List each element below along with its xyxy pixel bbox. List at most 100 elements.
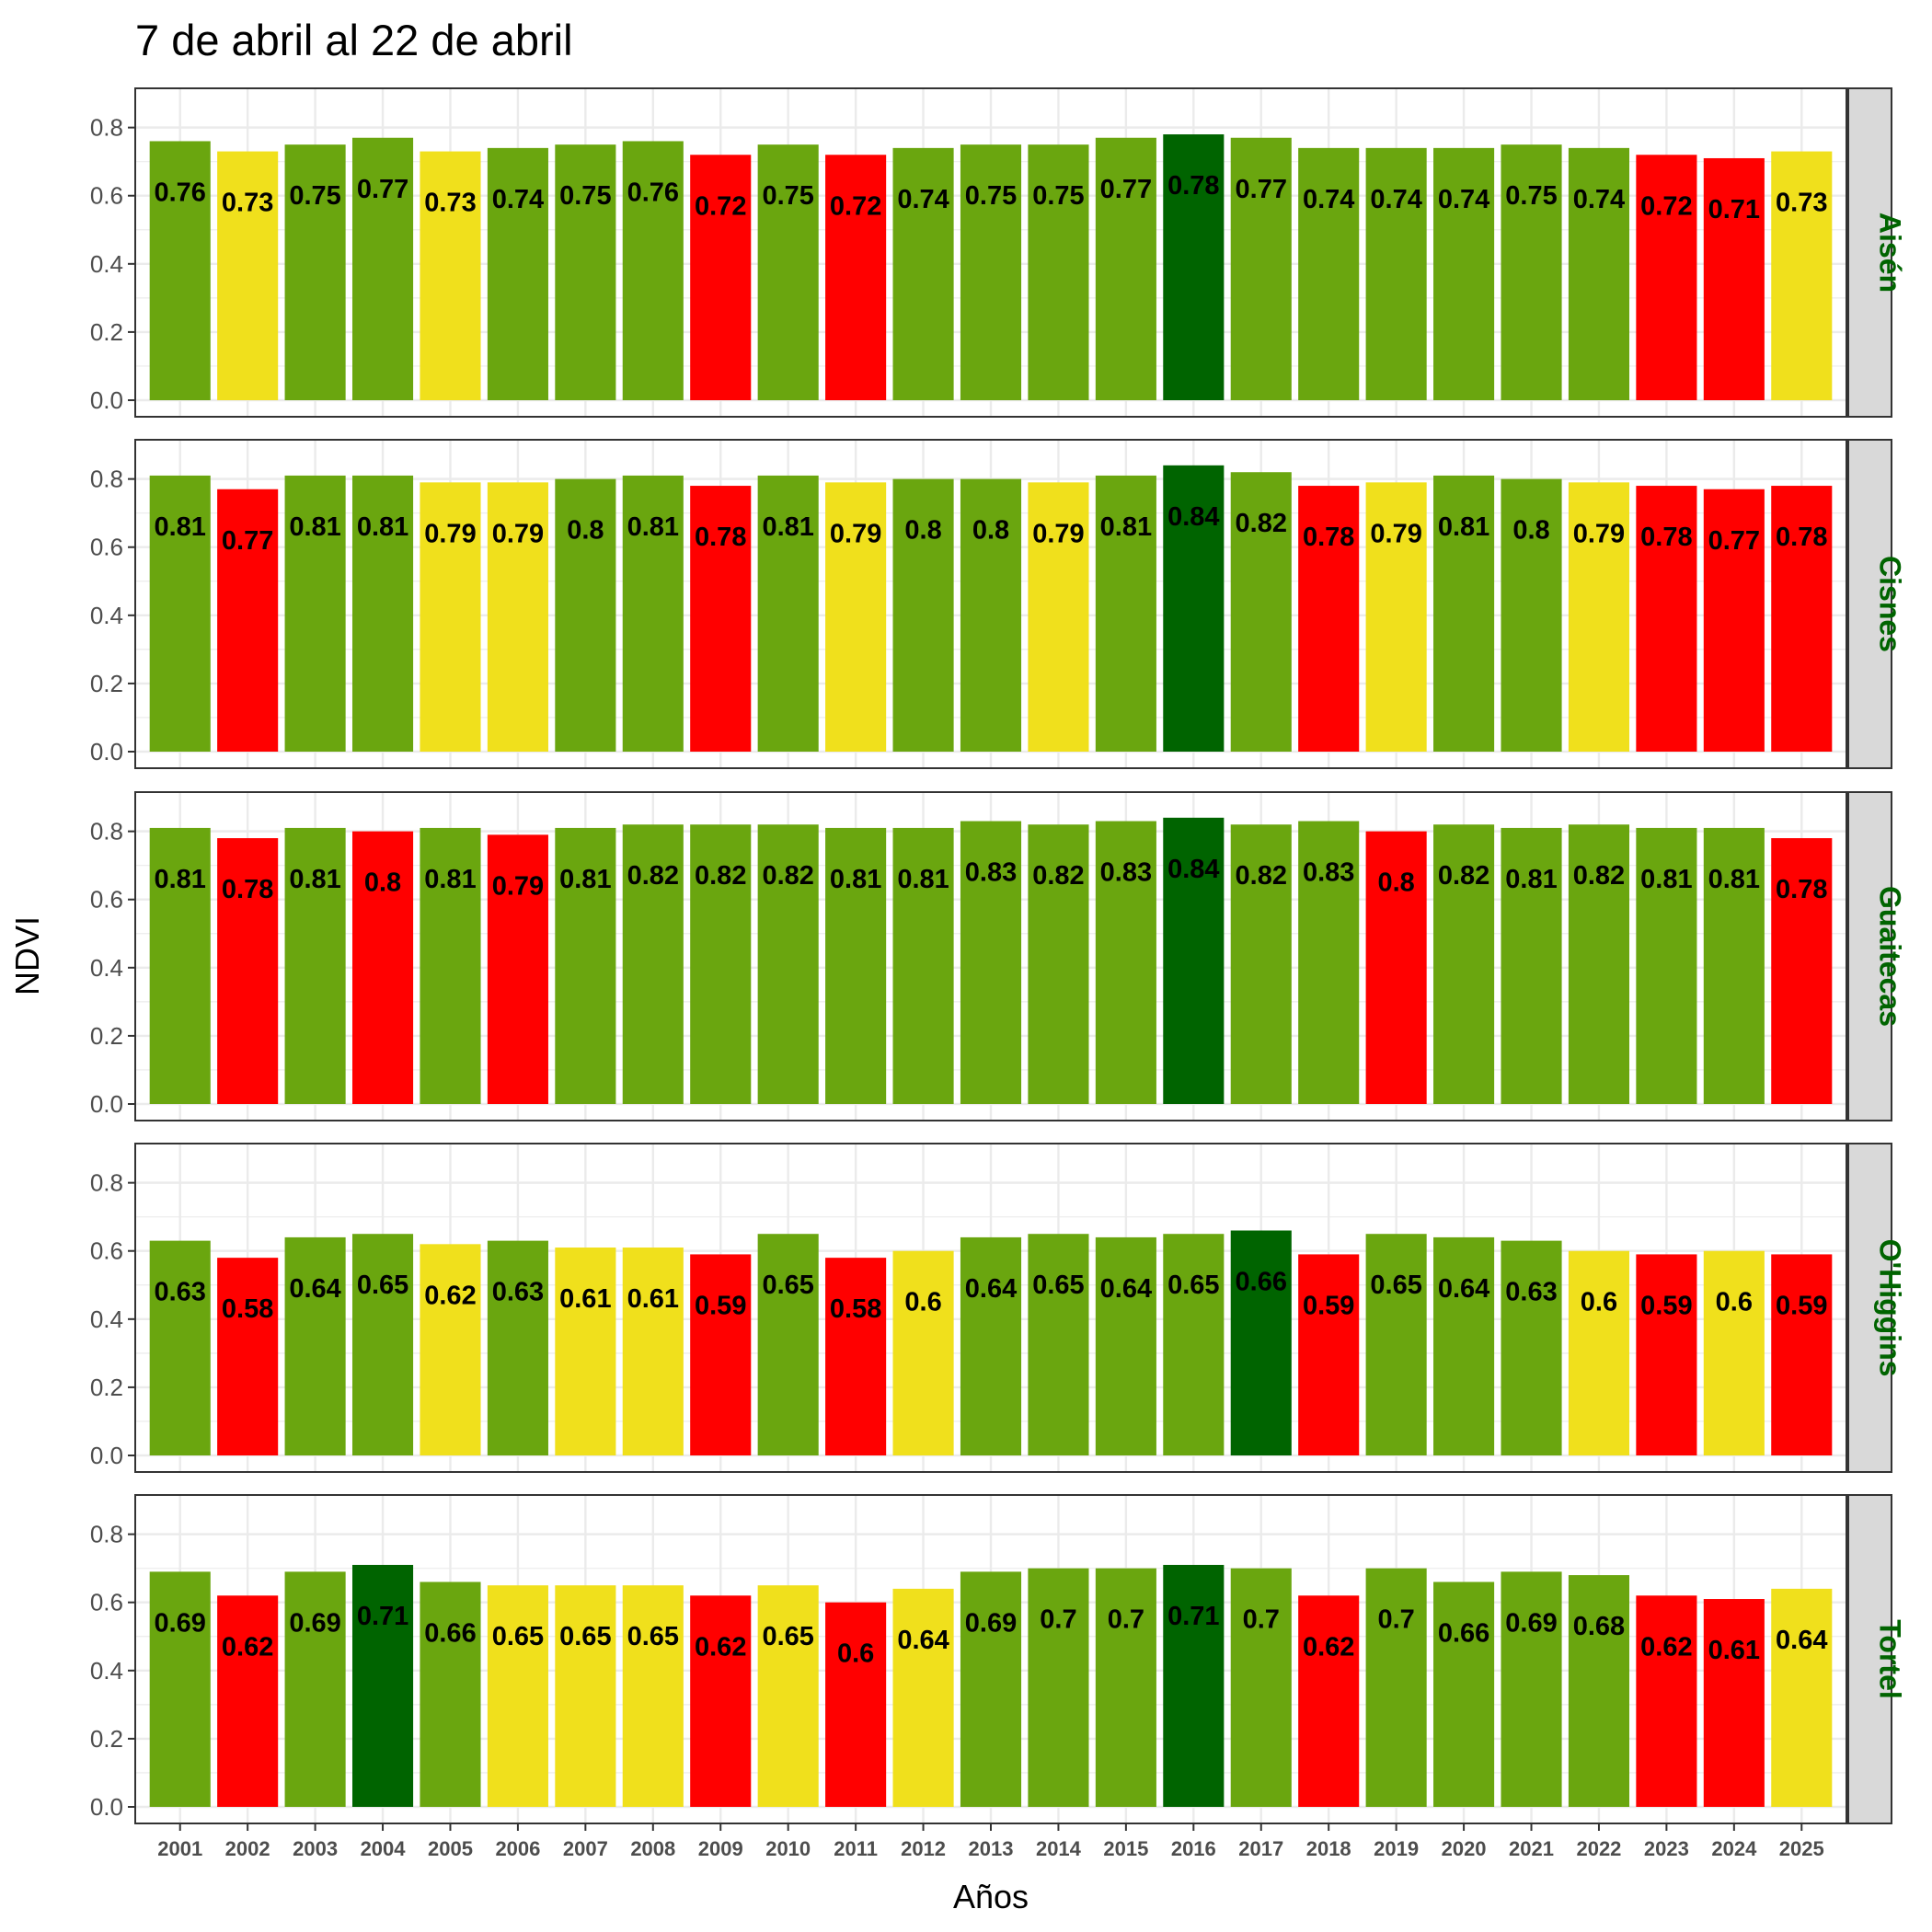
bar-value-label: 0.7 [1243, 1605, 1280, 1635]
bar [1298, 1254, 1360, 1455]
x-tick-label: 2018 [1306, 1837, 1351, 1860]
bar [351, 1234, 414, 1455]
bar-value-label: 0.76 [627, 178, 679, 207]
bar-value-label: 0.81 [289, 512, 340, 542]
x-tick-label: 2019 [1374, 1837, 1419, 1860]
bar [487, 1585, 548, 1807]
bar-value-label: 0.65 [762, 1271, 813, 1300]
x-tick-label: 2010 [765, 1837, 811, 1860]
bar [149, 827, 211, 1104]
bar-value-label: 0.76 [154, 178, 205, 207]
facet-panel: 0.0 0.2 0.4 0.6 0.8 0.76 0.73 0.75 0.77 0.73 0.74 0… [90, 87, 1907, 418]
x-tick-label: 2003 [293, 1837, 338, 1860]
bar [892, 827, 954, 1104]
bar [1501, 478, 1562, 752]
bar [825, 1602, 887, 1807]
bar-value-label: 0.77 [357, 175, 408, 204]
bar-value-label: 0.78 [1303, 523, 1354, 552]
bar [1298, 147, 1360, 400]
bar [420, 1581, 481, 1807]
bar-value-label: 0.6 [904, 1288, 941, 1317]
bar-value-label: 0.78 [1167, 171, 1219, 201]
bar [892, 147, 954, 400]
bar [1163, 1564, 1225, 1807]
panel-border [134, 1143, 1847, 1473]
bar-value-label: 0.79 [492, 519, 544, 548]
bar [1501, 827, 1562, 1104]
bar-value-label: 0.74 [1303, 185, 1354, 214]
bar [1095, 137, 1156, 400]
y-tick-label: 0.4 [90, 1305, 123, 1333]
bar-value-label: 0.71 [357, 1602, 408, 1631]
facet-strip-label: Tortel [1874, 1619, 1907, 1699]
bar [351, 831, 414, 1104]
bar [1636, 827, 1697, 1104]
bar-value-label: 0.64 [897, 1626, 949, 1655]
bar [1365, 1568, 1427, 1807]
bar-value-label: 0.8 [364, 868, 401, 898]
bar-value-label: 0.74 [492, 185, 544, 214]
panel-border [134, 439, 1847, 769]
bar-value-label: 0.81 [559, 865, 611, 894]
bar [1230, 824, 1292, 1104]
x-tick-label: 2025 [1779, 1837, 1824, 1860]
bar-value-label: 0.82 [762, 861, 813, 891]
bar [892, 1250, 954, 1455]
bar-value-label: 0.62 [1640, 1632, 1692, 1662]
bar [1433, 147, 1495, 400]
y-tick-label: 0.8 [90, 466, 123, 493]
x-tick-label: 2012 [901, 1837, 946, 1860]
bar [825, 827, 887, 1104]
bar-value-label: 0.82 [695, 861, 746, 891]
bar [690, 1595, 752, 1807]
bar [690, 486, 752, 752]
y-tick-label: 0.2 [90, 670, 123, 697]
bar-value-label: 0.72 [695, 191, 746, 221]
bar [1568, 482, 1630, 752]
facet-strip-label: Aisén [1874, 213, 1907, 293]
bar-value-label: 0.69 [154, 1608, 205, 1638]
bar [1771, 151, 1833, 400]
bar [1501, 144, 1562, 400]
bar-value-label: 0.79 [1032, 519, 1084, 548]
bar-value-label: 0.63 [1505, 1278, 1557, 1307]
bar [1163, 465, 1225, 752]
bar-value-label: 0.77 [1708, 526, 1760, 556]
bar-value-label: 0.82 [1236, 509, 1287, 538]
bar-value-label: 0.64 [965, 1274, 1017, 1304]
bar [555, 144, 616, 400]
bar [555, 478, 616, 752]
y-tick-label: 0.6 [90, 1589, 123, 1616]
bar-value-label: 0.61 [1708, 1636, 1760, 1665]
bar [487, 147, 548, 400]
bar [757, 1585, 819, 1807]
bar [1230, 1568, 1292, 1807]
bar [1568, 1575, 1630, 1807]
bar-value-label: 0.66 [424, 1619, 476, 1649]
bar [351, 137, 414, 400]
bar-value-label: 0.63 [154, 1278, 205, 1307]
bar-value-label: 0.79 [424, 519, 476, 548]
x-tick-label: 2013 [969, 1837, 1014, 1860]
bar-value-label: 0.65 [1167, 1271, 1219, 1300]
bar [1433, 1236, 1495, 1455]
x-tick-label: 2005 [428, 1837, 473, 1860]
bar-value-label: 0.72 [830, 191, 881, 221]
bar-value-label: 0.69 [1505, 1608, 1557, 1638]
bar [1771, 838, 1833, 1104]
bar-value-label: 0.79 [1573, 519, 1625, 548]
bar-value-label: 0.75 [762, 181, 813, 211]
bar [284, 827, 346, 1104]
bar-value-label: 0.74 [1573, 185, 1625, 214]
bar-value-label: 0.59 [1776, 1291, 1827, 1320]
bar [622, 824, 684, 1104]
bar-value-label: 0.6 [837, 1639, 874, 1669]
bar-value-label: 0.71 [1167, 1602, 1219, 1631]
facet-strip [1847, 1494, 1892, 1824]
x-tick-label: 2022 [1576, 1837, 1621, 1860]
bar-value-label: 0.65 [357, 1271, 408, 1300]
panel-border [134, 87, 1847, 418]
bar [420, 482, 481, 752]
x-axis-title: Años [953, 1878, 1029, 1915]
